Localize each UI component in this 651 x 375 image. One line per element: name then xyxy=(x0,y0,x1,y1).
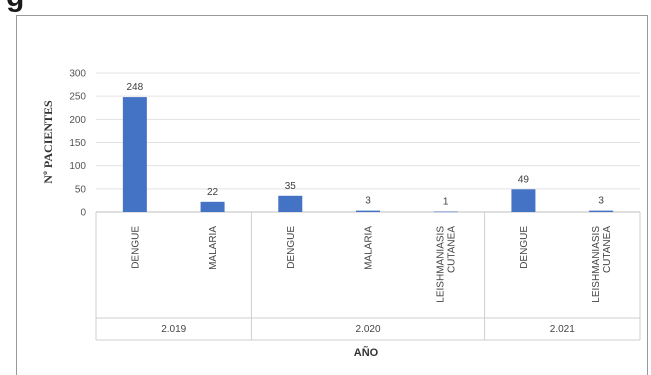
category-label: LEISHMANIASISCUTANEA xyxy=(436,226,458,303)
y-tick-label: 150 xyxy=(69,138,86,149)
y-tick-label: 100 xyxy=(69,161,86,172)
category-label: DENGUE xyxy=(130,226,141,269)
bar xyxy=(122,97,147,212)
data-label: 1 xyxy=(443,197,449,208)
bar xyxy=(278,195,303,212)
cropped-heading: g xyxy=(6,0,24,14)
data-label: 3 xyxy=(365,196,371,207)
chart-frame xyxy=(16,15,648,375)
bar xyxy=(589,210,614,212)
y-tick-label: 200 xyxy=(69,115,86,126)
category-label: DENGUE xyxy=(286,226,297,269)
category-label-line: MALARIA xyxy=(208,226,219,270)
y-tick-label: 250 xyxy=(69,92,86,103)
bar xyxy=(511,189,536,212)
data-label: 49 xyxy=(518,174,530,185)
category-label-line: DENGUE xyxy=(286,226,297,269)
group-label: 2.021 xyxy=(550,324,575,335)
bar xyxy=(200,201,225,212)
category-label-line: MALARIA xyxy=(364,226,375,270)
y-tick-label: 50 xyxy=(75,184,87,195)
category-label-line: LEISHMANIASIS xyxy=(591,226,602,303)
group-label: 2.020 xyxy=(355,324,380,335)
bar xyxy=(433,211,458,213)
bar xyxy=(356,210,380,212)
category-label-line: CUTANEA xyxy=(447,226,458,273)
y-tick-label: 300 xyxy=(69,69,86,80)
category-label: LEISHMANIASISCUTANEA xyxy=(591,226,613,303)
x-axis-title: AÑO xyxy=(354,346,379,359)
data-label: 35 xyxy=(285,181,297,192)
category-label-line: LEISHMANIASIS xyxy=(436,226,447,303)
group-label: 2.019 xyxy=(161,324,186,335)
category-label: DENGUE xyxy=(519,226,530,269)
y-tick-label: 0 xyxy=(80,208,86,219)
y-axis-title: Nº PACIENTES xyxy=(41,100,55,184)
data-label: 22 xyxy=(207,187,219,198)
data-label: 3 xyxy=(598,196,604,207)
category-label-line: CUTANEA xyxy=(602,226,613,273)
category-label: MALARIA xyxy=(208,226,219,270)
category-label-line: DENGUE xyxy=(130,226,141,269)
category-label-line: DENGUE xyxy=(519,226,530,269)
category-label: MALARIA xyxy=(364,226,375,270)
data-label: 248 xyxy=(127,82,144,93)
